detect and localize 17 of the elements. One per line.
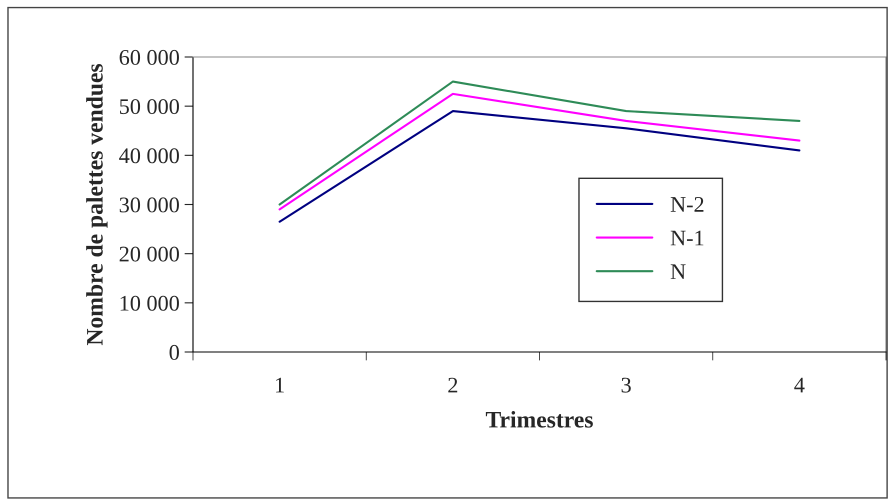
- legend-label: N-2: [670, 196, 704, 212]
- line-series: [278, 110, 800, 223]
- y-tick-label: 50 000: [120, 99, 179, 114]
- y-tick-label: 20 000: [120, 246, 179, 262]
- x-tick-label: 3: [622, 378, 631, 393]
- y-axis-title: Nombre de palettes vendues: [86, 64, 108, 346]
- legend-label: N: [670, 264, 686, 279]
- y-tick-label: 40 000: [119, 148, 179, 164]
- y-tick-label: 30 000: [120, 197, 179, 212]
- x-tick-label: 2: [448, 378, 458, 392]
- legend-label: N-1: [670, 230, 704, 246]
- y-tick-label: 60 000: [120, 50, 179, 65]
- y-tick-label: 10 000: [120, 296, 179, 311]
- y-tick-label: 0: [170, 344, 179, 360]
- x-axis-title: Trimestres: [486, 411, 593, 428]
- x-tick-label: 4: [794, 378, 805, 392]
- x-tick-label: 1: [276, 378, 284, 392]
